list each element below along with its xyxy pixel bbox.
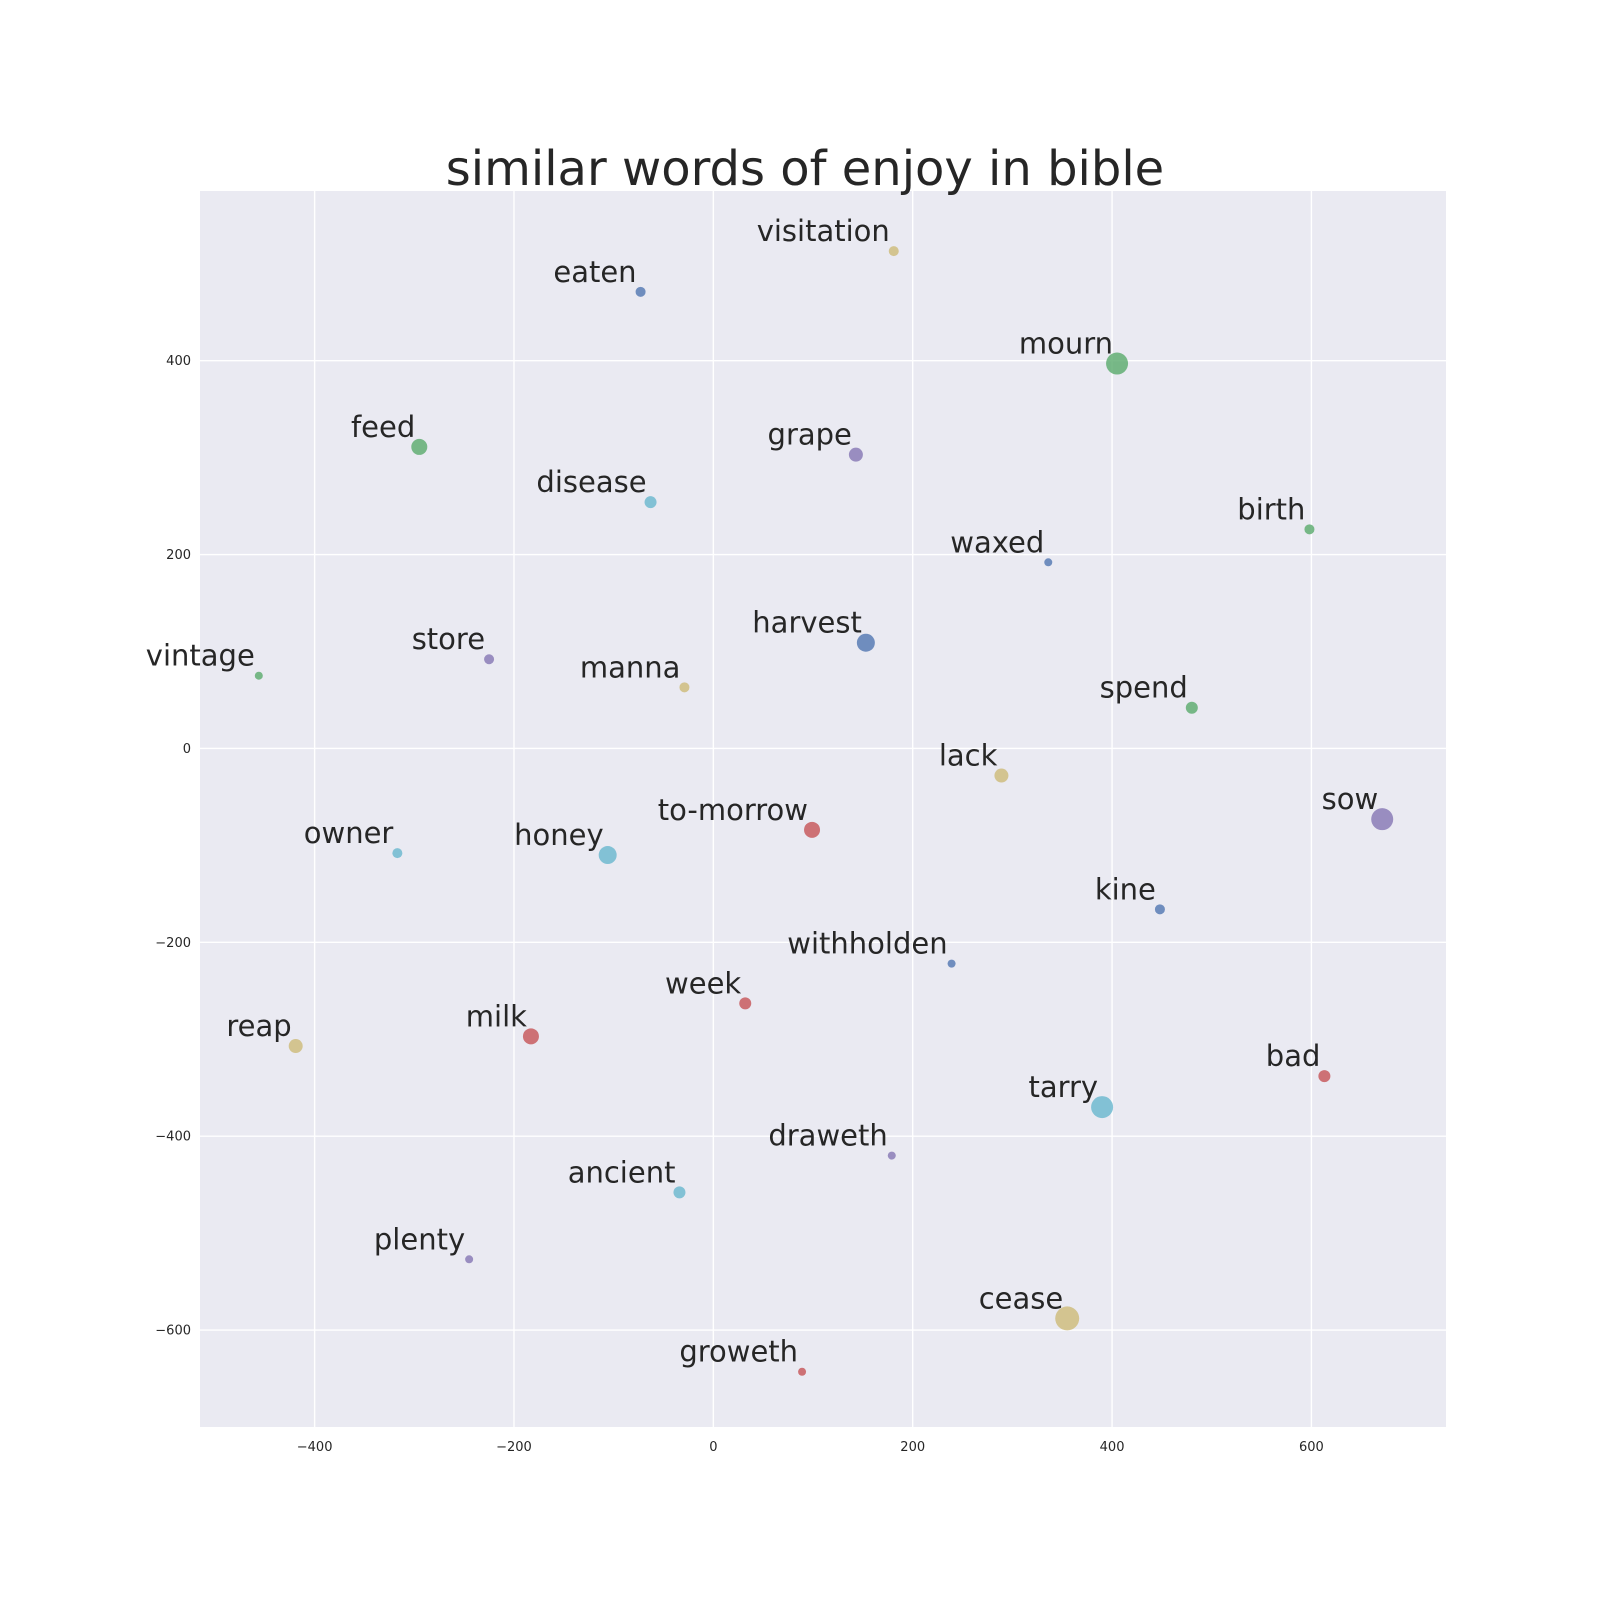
data-point (798, 1367, 807, 1376)
data-point (1185, 701, 1198, 714)
x-tick-label: 0 (709, 1440, 717, 1455)
y-tick-label: −200 (155, 936, 191, 951)
data-point (1091, 1096, 1114, 1119)
data-point (635, 286, 646, 297)
data-point (848, 447, 863, 462)
data-label: waxed (950, 525, 1044, 559)
y-tick-label: 400 (166, 354, 191, 369)
data-label: ancient (568, 1155, 676, 1189)
x-tick-label: 200 (900, 1440, 925, 1455)
data-point (994, 768, 1009, 783)
data-label: eaten (553, 255, 636, 289)
data-point (739, 997, 752, 1010)
data-label: kine (1095, 872, 1156, 906)
data-point (522, 1028, 539, 1045)
data-point (1304, 524, 1315, 535)
x-tick-label: −400 (297, 1440, 333, 1455)
data-label: manna (580, 650, 681, 684)
data-point (673, 1186, 686, 1199)
y-tick-label: 200 (166, 548, 191, 563)
data-label: plenty (374, 1222, 465, 1256)
chart-title: similar words of enjoy in bible (446, 141, 1164, 197)
y-tick-label: −600 (155, 1324, 191, 1339)
x-tick-label: 600 (1299, 1440, 1324, 1455)
data-label: honey (514, 818, 604, 852)
data-label: tarry (1028, 1070, 1098, 1104)
data-label: visitation (757, 214, 890, 248)
data-label: harvest (752, 606, 862, 640)
data-points (254, 246, 1394, 1376)
grid (200, 191, 1446, 1427)
data-label: groweth (679, 1335, 798, 1369)
data-label: draweth (768, 1119, 887, 1153)
x-axis-ticks: −400 −200 0 200 400 600 (297, 1440, 1324, 1455)
data-label: milk (466, 999, 527, 1033)
data-point (887, 1151, 896, 1160)
data-point (1044, 558, 1053, 567)
data-point (888, 246, 899, 257)
data-labels: visitation eaten mourn feed grape disease birt… (146, 214, 1378, 1369)
data-label: withholden (787, 927, 947, 961)
data-label: vintage (146, 639, 255, 673)
data-label: store (412, 622, 485, 656)
data-label: to-morrow (658, 793, 808, 827)
data-label: cease (979, 1281, 1064, 1315)
data-point (1371, 808, 1394, 831)
plot-area (200, 191, 1446, 1427)
data-point (1154, 904, 1165, 915)
y-tick-label: 0 (183, 742, 191, 757)
data-label: spend (1100, 671, 1188, 705)
data-point (254, 671, 263, 680)
data-point (679, 682, 690, 693)
y-tick-label: −400 (155, 1130, 191, 1145)
data-label: owner (304, 816, 394, 850)
data-point (1055, 1306, 1080, 1331)
data-point (598, 846, 617, 865)
data-point (392, 848, 403, 859)
data-point (288, 1039, 303, 1054)
y-axis-ticks: −600 −400 −200 0 200 400 (155, 354, 191, 1338)
x-tick-label: 400 (1100, 1440, 1125, 1455)
data-point (411, 438, 428, 455)
x-tick-label: −200 (496, 1440, 532, 1455)
data-label: birth (1237, 492, 1305, 526)
data-point (856, 633, 875, 652)
data-label: lack (939, 739, 998, 773)
data-point (644, 496, 657, 509)
data-point (484, 654, 495, 665)
data-label: disease (536, 465, 646, 499)
data-point (947, 959, 956, 968)
data-point (804, 821, 821, 838)
data-label: bad (1266, 1039, 1321, 1073)
data-label: grape (768, 418, 852, 452)
data-label: mourn (1019, 327, 1113, 361)
data-label: feed (351, 410, 415, 444)
data-label: week (665, 966, 741, 1000)
data-point (1318, 1070, 1331, 1083)
data-point (465, 1255, 474, 1264)
data-label: reap (226, 1009, 291, 1043)
data-label: sow (1322, 782, 1379, 816)
data-point (1106, 352, 1129, 375)
